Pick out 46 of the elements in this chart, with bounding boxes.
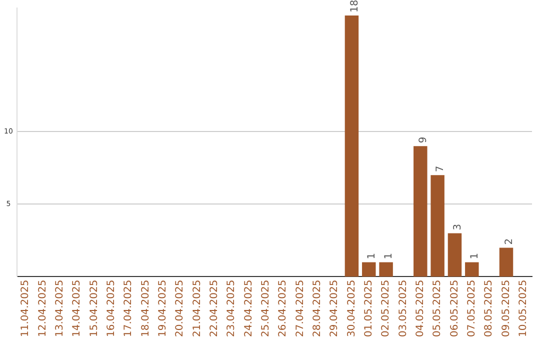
x-tick-label: 11.04.2025 (20, 280, 32, 338)
x-tick-label: 15.04.2025 (88, 280, 100, 338)
x-tick-label: 20.04.2025 (174, 280, 186, 338)
x-tick-label: 09.05.2025 (500, 280, 512, 338)
x-tick-label: 08.05.2025 (484, 280, 495, 338)
x-tick-label: 04.05.2025 (414, 280, 426, 338)
x-tick-label: 17.04.2025 (123, 280, 134, 338)
data-label: 3 (452, 224, 464, 230)
x-tick-label: 29.04.2025 (329, 280, 340, 338)
data-label: 1 (384, 252, 395, 260)
x-tick-label: 21.04.2025 (192, 280, 203, 338)
x-tick-label: 23.04.2025 (226, 280, 238, 338)
x-tick-label: 26.04.2025 (278, 280, 289, 338)
x-tick-label: 19.04.2025 (157, 280, 168, 338)
data-label: 7 (435, 166, 446, 172)
bar (344, 15, 359, 277)
x-tick-label: 03.05.2025 (398, 280, 409, 338)
x-tick-label: 24.04.2025 (243, 280, 254, 338)
x-tick-label: 02.05.2025 (380, 280, 392, 338)
x-tick-label: 12.04.2025 (37, 280, 48, 338)
data-label: 2 (504, 238, 515, 245)
x-tick-label: 01.05.2025 (363, 280, 374, 338)
x-tick-label: 05.05.2025 (432, 280, 444, 338)
x-tick-label: 13.04.2025 (54, 280, 66, 338)
bar (499, 248, 514, 277)
x-tick-label: 22.04.2025 (208, 280, 220, 338)
x-tick-label: 14.04.2025 (72, 280, 83, 338)
bar (379, 262, 393, 277)
data-label: 9 (418, 136, 429, 144)
x-tick-label: 07.05.2025 (466, 280, 478, 338)
x-tick-label: 10.05.2025 (518, 280, 530, 338)
x-tick-label: 16.04.2025 (106, 280, 117, 338)
x-tick-label: 27.04.2025 (294, 280, 306, 338)
x-tick-label: 28.04.2025 (312, 280, 323, 338)
data-label: 18 (349, 0, 360, 12)
bar (465, 262, 479, 277)
bar (362, 262, 376, 277)
data-label: 1 (470, 252, 480, 260)
data-label: 1 (366, 252, 378, 260)
x-tick-label: 30.04.2025 (346, 280, 358, 338)
bar (430, 175, 444, 277)
bar (414, 146, 428, 277)
x-tick-label: 06.05.2025 (449, 280, 460, 338)
bar (448, 233, 462, 277)
x-tick-label: 25.04.2025 (260, 280, 272, 338)
x-tick-label: 18.04.2025 (140, 280, 152, 338)
